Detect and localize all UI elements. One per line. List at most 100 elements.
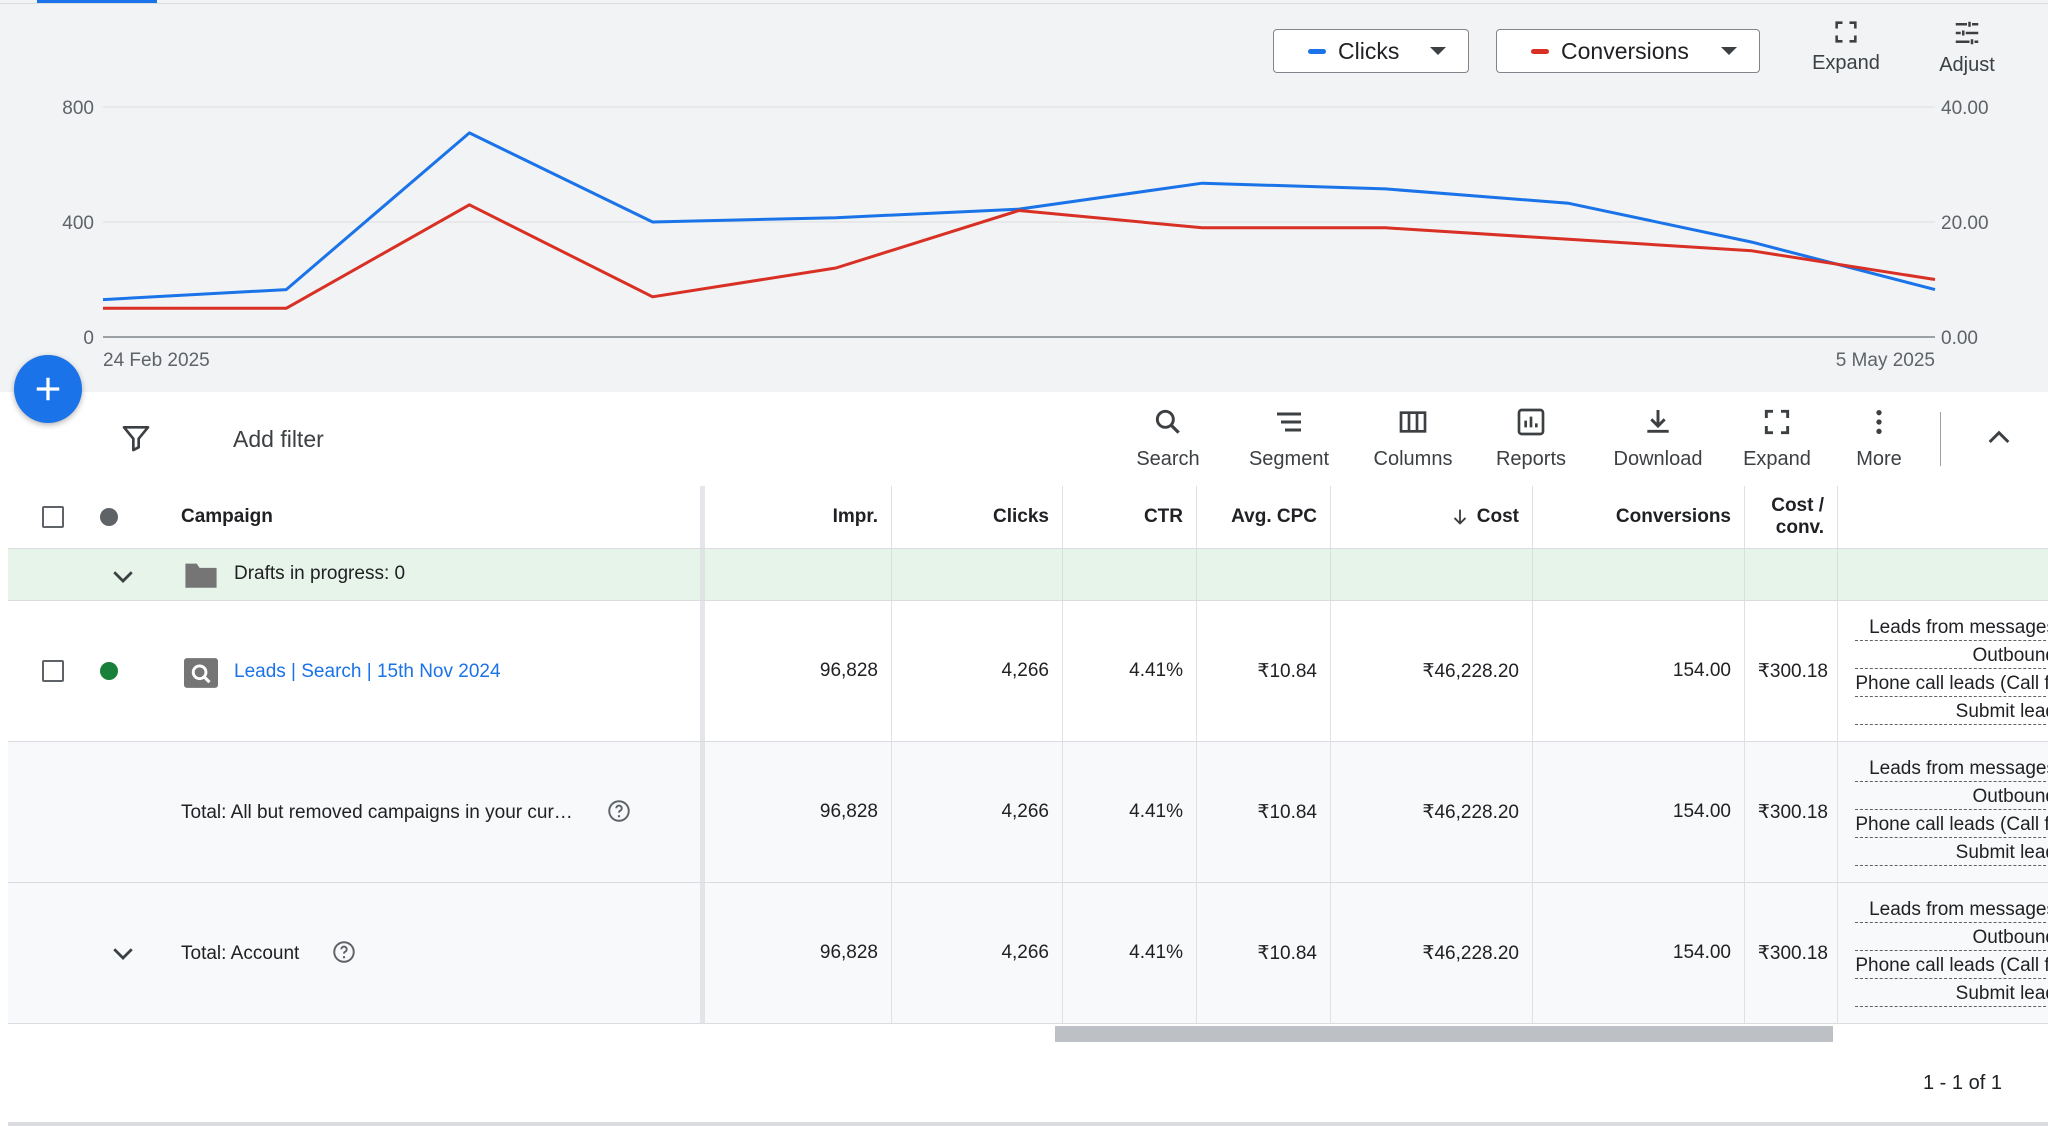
- segment-button[interactable]: Segment: [1234, 406, 1344, 471]
- campaign-name-link[interactable]: Leads | Search | 15th Nov 2024: [234, 661, 501, 682]
- chevron-down-icon[interactable]: [108, 561, 138, 591]
- conversion-action-link[interactable]: Outbound: [1855, 643, 2048, 669]
- cost-per-conv-cell: ₹300.18: [1745, 601, 1838, 741]
- search-icon: [1155, 409, 1180, 434]
- conversion-action-link[interactable]: Phone call leads (Call fr: [1855, 953, 2048, 979]
- more-vert-icon: [1876, 410, 1882, 434]
- more-button[interactable]: More: [1824, 406, 1934, 471]
- conversion-action-link[interactable]: Leads from messages: [1855, 615, 2048, 641]
- y-right-tick-label: 20.00: [1941, 213, 1989, 234]
- download-button[interactable]: Download: [1603, 406, 1713, 471]
- table-toolbar: Add filter Search Segment Columns Report…: [8, 392, 2048, 487]
- clicks-cell: 4,266: [892, 883, 1063, 1023]
- filter-icon[interactable]: [120, 422, 152, 454]
- impr-cell: 96,828: [705, 742, 892, 882]
- folder-icon: [185, 563, 217, 588]
- toolbar-divider: [1940, 412, 1941, 466]
- chart-adjust-button[interactable]: Adjust: [1917, 18, 2017, 77]
- chart-axis-labels: 0 400 800 0.00 20.00 40.00 24 Feb 2025 5 May 20…: [62, 98, 1988, 371]
- conversion-action-link[interactable]: Leads from messages: [1855, 897, 2048, 923]
- fullscreen-icon: [1764, 409, 1790, 435]
- conversion-action-link[interactable]: Phone call leads (Call fr: [1855, 671, 2048, 697]
- help-icon[interactable]: [606, 798, 632, 824]
- conversion-action-link[interactable]: Leads from messages: [1855, 756, 2048, 782]
- bottom-divider: [8, 1122, 2048, 1126]
- download-label: Download: [1613, 448, 1703, 470]
- clicks-column-header[interactable]: Clicks: [892, 486, 1063, 548]
- more-label: More: [1856, 448, 1902, 470]
- clicks-swatch: [1308, 48, 1326, 54]
- cost-per-conv-column-header[interactable]: Cost / conv.: [1745, 486, 1838, 548]
- total-row: Total: All but removed campaigns in your…: [8, 742, 2048, 883]
- x-tick-label: 5 May 2025: [1836, 350, 1935, 371]
- chart-expand-button[interactable]: Expand: [1796, 18, 1896, 75]
- create-fab-button[interactable]: [14, 355, 82, 423]
- ctr-cell: 4.41%: [1063, 883, 1197, 1023]
- select-all-checkbox[interactable]: [42, 506, 64, 528]
- table-row: Leads | Search | 15th Nov 2024 96,828 4,…: [8, 601, 2048, 742]
- help-icon[interactable]: [331, 939, 357, 965]
- drafts-cell: [1063, 549, 1197, 600]
- chart-adjust-label: Adjust: [1939, 54, 1995, 76]
- conversion-action-link[interactable]: Submit lead: [1855, 981, 2048, 1007]
- campaign-column-header[interactable]: Campaign: [181, 506, 273, 527]
- conversion-action-link[interactable]: Outbound: [1855, 784, 2048, 810]
- table-header-row: Campaign Impr. Clicks CTR Avg. CPC Cost …: [8, 486, 2048, 549]
- y-right-tick-label: 0.00: [1941, 328, 1978, 349]
- line-chart: 0 400 800 0.00 20.00 40.00 24 Feb 2025 5 May 20…: [62, 98, 1988, 371]
- account-total-label: Total: Account: [181, 943, 300, 964]
- frozen-column-separator: [700, 486, 705, 1024]
- search-button[interactable]: Search: [1113, 406, 1223, 471]
- drafts-cell: [1331, 549, 1533, 600]
- conversions-cell: 154.00: [1533, 883, 1745, 1023]
- metric-selector-clicks[interactable]: Clicks: [1273, 29, 1469, 73]
- segment-icon: [1277, 412, 1301, 432]
- y-left-tick-label: 0: [83, 328, 94, 349]
- cost-cell: ₹46,228.20: [1331, 601, 1533, 741]
- segment-label: Segment: [1248, 448, 1330, 470]
- table-expand-button[interactable]: Expand: [1722, 406, 1832, 471]
- add-filter-button[interactable]: Add filter: [233, 426, 324, 452]
- drafts-cell: [705, 549, 892, 600]
- pagination-summary: 1 - 1 of 1: [1923, 1072, 2002, 1094]
- chart-expand-label: Expand: [1812, 52, 1880, 74]
- conversions-cell: 154.00: [1533, 742, 1745, 882]
- chart-series-lines: [102, 131, 1936, 310]
- chevron-down-icon[interactable]: [108, 938, 138, 968]
- conversion-actions-list: Leads from messages Outbound Phone call …: [1855, 897, 2048, 1009]
- search-campaign-icon: [184, 658, 218, 688]
- cost-per-conv-label-2: conv.: [1775, 517, 1824, 538]
- search-label: Search: [1136, 448, 1200, 470]
- horizontal-scrollbar[interactable]: [1055, 1026, 1833, 1042]
- account-total-row: Total: Account 96,828 4,266 4.41% ₹10.84…: [8, 883, 2048, 1024]
- conversion-action-link[interactable]: Outbound: [1855, 925, 2048, 951]
- drafts-row: Drafts in progress: 0: [8, 549, 2048, 601]
- row-checkbox[interactable]: [42, 660, 64, 682]
- drafts-cell: [1745, 549, 1838, 600]
- avg-cpc-cell: ₹10.84: [1197, 601, 1331, 741]
- metric-selector-conversions[interactable]: Conversions: [1496, 29, 1760, 73]
- download-icon: [1647, 410, 1669, 433]
- chevron-up-icon[interactable]: [1983, 422, 2015, 454]
- impr-cell: 96,828: [705, 601, 892, 741]
- status-header-icon: [100, 508, 118, 526]
- conversion-action-link[interactable]: Phone call leads (Call fr: [1855, 812, 2048, 838]
- avg-cpc-cell: ₹10.84: [1197, 883, 1331, 1023]
- conversions-column-header[interactable]: Conversions: [1533, 486, 1745, 548]
- impr-cell: 96,828: [705, 883, 892, 1023]
- impr-column-header[interactable]: Impr.: [705, 486, 892, 548]
- active-tab-indicator: [37, 0, 157, 3]
- cost-column-header[interactable]: Cost: [1331, 486, 1533, 548]
- reports-button[interactable]: Reports: [1476, 406, 1586, 471]
- avg-cpc-column-header[interactable]: Avg. CPC: [1197, 486, 1331, 548]
- cost-column-label: Cost: [1476, 506, 1519, 527]
- conversion-action-link[interactable]: Submit lead: [1855, 840, 2048, 866]
- ctr-cell: 4.41%: [1063, 601, 1197, 741]
- conversion-action-link[interactable]: Submit lead: [1855, 699, 2048, 725]
- drafts-cell: [1533, 549, 1745, 600]
- ctr-column-header[interactable]: CTR: [1063, 486, 1197, 548]
- series-line-conversions: [103, 203, 1936, 310]
- metric-selector-clicks-label: Clicks: [1338, 37, 1400, 64]
- metric-selector-conversions-label: Conversions: [1561, 37, 1689, 64]
- columns-button[interactable]: Columns: [1358, 406, 1468, 471]
